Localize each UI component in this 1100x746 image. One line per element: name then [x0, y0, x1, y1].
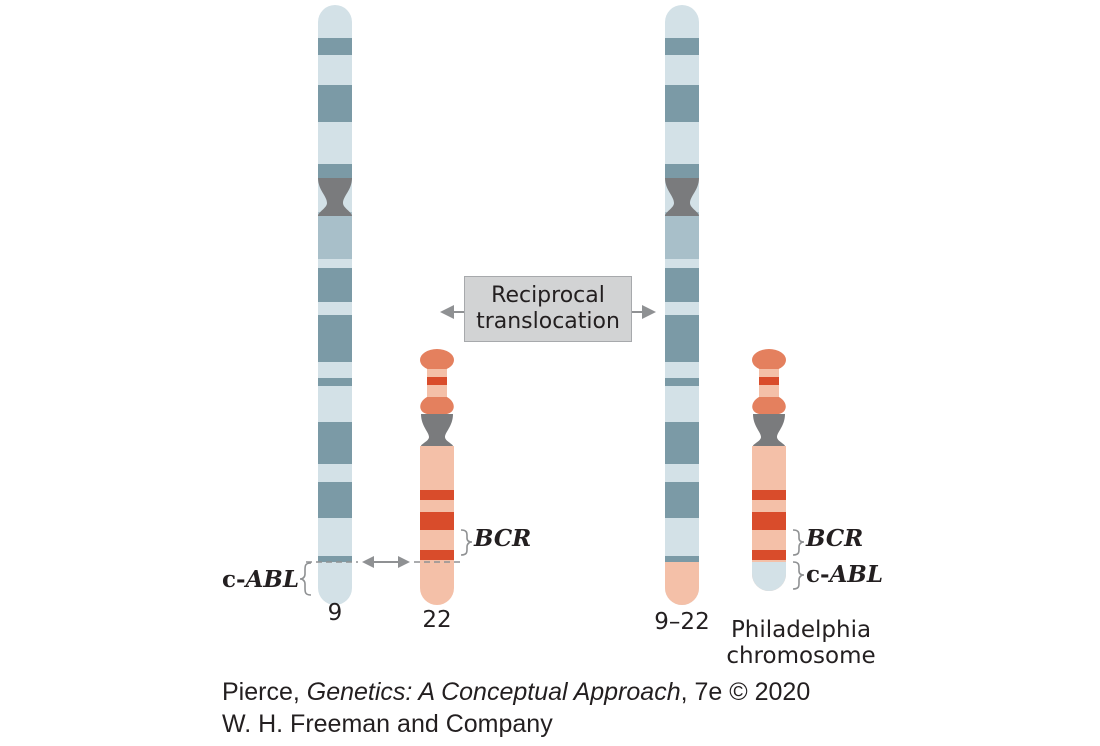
ph-band — [752, 550, 786, 560]
bcr-gene-label-left: BCR — [474, 526, 531, 552]
chromosome-9 — [318, 5, 352, 605]
chr9-22-band — [665, 315, 699, 362]
credit-book-title: Genetics: A Conceptual Approach — [306, 678, 681, 706]
philadelphia-label-line1: Philadelphia — [730, 617, 872, 643]
chr9-band — [318, 85, 352, 122]
ph-cap — [752, 349, 786, 371]
chr9-band — [318, 556, 352, 562]
ph-centromere — [753, 414, 785, 446]
abl-brace-left — [299, 562, 312, 596]
chr22-band — [420, 550, 454, 560]
ph-band — [752, 512, 786, 530]
abl-prefix: c- — [222, 566, 246, 593]
chromosome-22 — [420, 349, 454, 605]
credit-text: Pierce, Genetics: A Conceptual Approach,… — [222, 676, 810, 740]
chr22-cap — [420, 349, 454, 371]
chr22-band — [420, 490, 454, 500]
translocation-label-line1: Reciprocal — [491, 283, 605, 308]
chr9-22-band — [665, 212, 699, 259]
bcr-brace-left — [460, 529, 473, 556]
chr9-band — [318, 482, 352, 518]
chr22-band — [427, 377, 447, 385]
chr9-22-band — [665, 482, 699, 518]
chr9-22-band — [665, 378, 699, 386]
chr9-centromere — [318, 178, 352, 216]
chr9-band — [318, 422, 352, 464]
abl-brace-right — [792, 561, 805, 590]
chr22-upper-bulge — [420, 397, 454, 414]
chr9-22-band — [665, 268, 699, 302]
abl-gene-label-right: c-ABL — [806, 562, 883, 588]
chr9-22-band — [665, 85, 699, 122]
philadelphia-label-line2: chromosome — [726, 643, 876, 669]
chr9-band — [318, 38, 352, 55]
bcr-gene-label-right: BCR — [806, 526, 863, 552]
translocation-label-box: Reciprocal translocation — [464, 276, 632, 342]
translocation-label-line2: translocation — [476, 309, 620, 334]
ph-upper-bulge — [752, 397, 786, 414]
chr9-band — [318, 164, 352, 179]
chr9-22-translocated-tip — [665, 562, 699, 605]
credit-publisher: W. H. Freeman and Company — [222, 710, 553, 738]
chr9-band — [318, 268, 352, 302]
philadelphia-chromosome — [752, 349, 786, 591]
chr22-label: 22 — [422, 607, 452, 633]
chr22-band — [420, 512, 454, 530]
ph-abl-tip — [752, 562, 786, 591]
chr9-band — [318, 315, 352, 362]
chromosome-9-22 — [665, 5, 699, 605]
chr9-22-centromere — [665, 178, 699, 216]
chr9-label: 9 — [327, 600, 343, 626]
abl-name: ABL — [245, 566, 300, 593]
chr9-22-band — [665, 38, 699, 55]
chr9-band — [318, 212, 352, 259]
ph-band — [759, 377, 779, 385]
abl-gene-label-left: c-ABL — [222, 567, 299, 593]
abl-prefix: c- — [806, 561, 830, 588]
chr9-band — [318, 378, 352, 386]
translocation-arrows — [440, 305, 656, 319]
credit-line1: Pierce, Genetics: A Conceptual Approach,… — [222, 676, 810, 708]
chr22-centromere — [421, 414, 453, 446]
abl-name: ABL — [829, 561, 884, 588]
chr9-22-band — [665, 422, 699, 464]
credit-edition: , 7e © 2020 — [680, 678, 811, 706]
credit-author: Pierce, — [222, 678, 307, 706]
ph-band — [752, 490, 786, 500]
chr9-22-band — [665, 556, 699, 562]
chr9-22-label: 9–22 — [654, 609, 710, 635]
exchange-arrow — [362, 556, 410, 568]
bcr-name: BCR — [474, 525, 532, 552]
bcr-brace-right — [792, 529, 805, 556]
bcr-name: BCR — [806, 525, 864, 552]
chr9-22-band — [665, 164, 699, 179]
